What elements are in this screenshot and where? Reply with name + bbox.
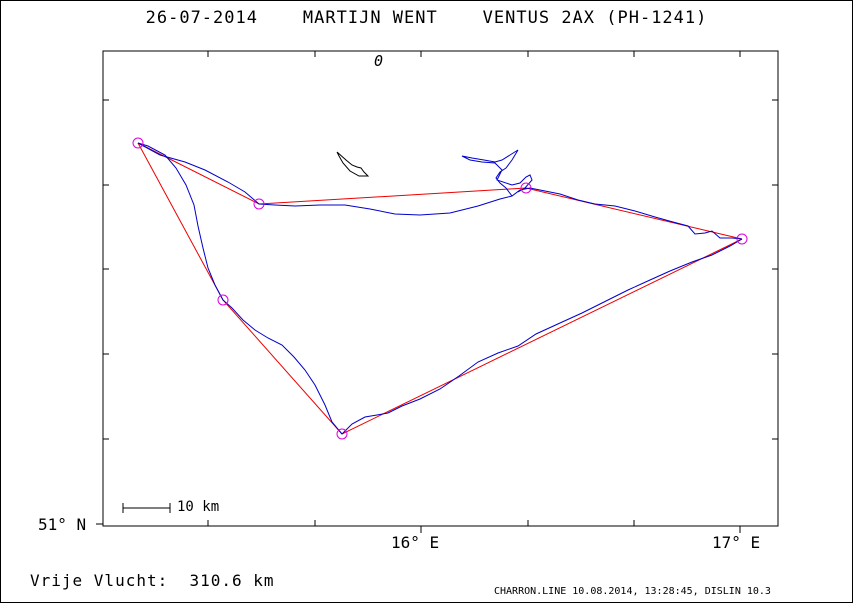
task-route xyxy=(137,142,743,435)
zero-marker: 0 xyxy=(374,52,384,70)
turnpoints xyxy=(132,137,748,440)
lon-axis-label-17: 17° E xyxy=(712,533,761,552)
task-leg-east xyxy=(137,142,743,240)
track-segment-loop xyxy=(461,149,533,197)
turnpoint-circle-icon xyxy=(253,198,265,210)
black-track-fragment xyxy=(336,151,370,177)
turnpoint-circle-icon xyxy=(520,182,532,194)
flight-track xyxy=(137,142,743,435)
track-segment-southeast xyxy=(341,238,743,435)
turnpoint-circle-icon xyxy=(736,233,748,245)
lon-axis-label-16: 16° E xyxy=(391,533,440,552)
plot-area xyxy=(102,50,779,527)
scale-bar xyxy=(122,503,171,513)
distance-label: Vrije Vlucht: 310.6 km xyxy=(30,571,275,590)
track-segment-north xyxy=(137,142,743,240)
scale-bar-label: 10 km xyxy=(177,499,220,515)
footer-info: CHARRON.LINE 10.08.2014, 13:28:45, DISLI… xyxy=(494,586,771,597)
axis-ticks xyxy=(96,51,778,533)
turnpoint-circle-icon xyxy=(336,428,348,440)
lat-axis-label: 51° N xyxy=(38,515,87,534)
task-leg-south xyxy=(137,142,743,435)
turnpoint-circle-icon xyxy=(217,294,229,306)
page-title: 26-07-2014 MARTIJN WENT VENTUS 2AX (PH-1… xyxy=(145,8,708,28)
turnpoint-circle-icon xyxy=(132,137,144,149)
track-segment-west xyxy=(137,142,343,435)
